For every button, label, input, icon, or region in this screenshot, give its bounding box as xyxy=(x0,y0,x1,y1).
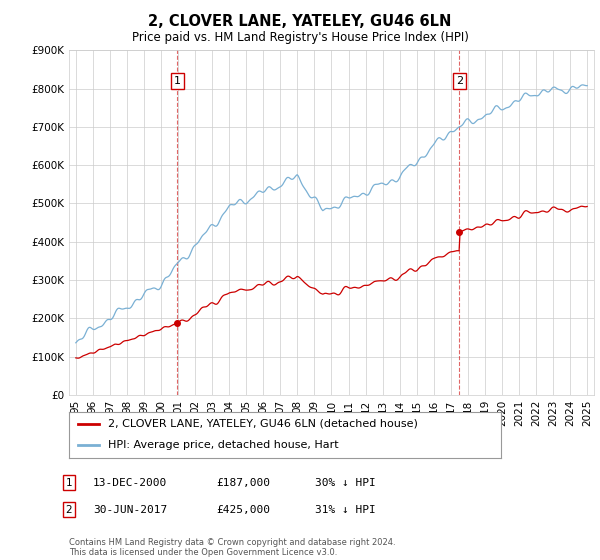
Text: 13-DEC-2000: 13-DEC-2000 xyxy=(93,478,167,488)
Text: 31% ↓ HPI: 31% ↓ HPI xyxy=(315,505,376,515)
Text: 2, CLOVER LANE, YATELEY, GU46 6LN (detached house): 2, CLOVER LANE, YATELEY, GU46 6LN (detac… xyxy=(108,419,418,429)
Text: 1: 1 xyxy=(174,76,181,86)
Text: HPI: Average price, detached house, Hart: HPI: Average price, detached house, Hart xyxy=(108,440,338,450)
Text: Contains HM Land Registry data © Crown copyright and database right 2024.
This d: Contains HM Land Registry data © Crown c… xyxy=(69,538,395,557)
Text: £425,000: £425,000 xyxy=(216,505,270,515)
Text: 2: 2 xyxy=(65,505,73,515)
Text: £187,000: £187,000 xyxy=(216,478,270,488)
Text: 1: 1 xyxy=(65,478,73,488)
Text: 30% ↓ HPI: 30% ↓ HPI xyxy=(315,478,376,488)
Text: 2, CLOVER LANE, YATELEY, GU46 6LN: 2, CLOVER LANE, YATELEY, GU46 6LN xyxy=(148,14,452,29)
Text: 30-JUN-2017: 30-JUN-2017 xyxy=(93,505,167,515)
Text: Price paid vs. HM Land Registry's House Price Index (HPI): Price paid vs. HM Land Registry's House … xyxy=(131,31,469,44)
Text: 2: 2 xyxy=(456,76,463,86)
